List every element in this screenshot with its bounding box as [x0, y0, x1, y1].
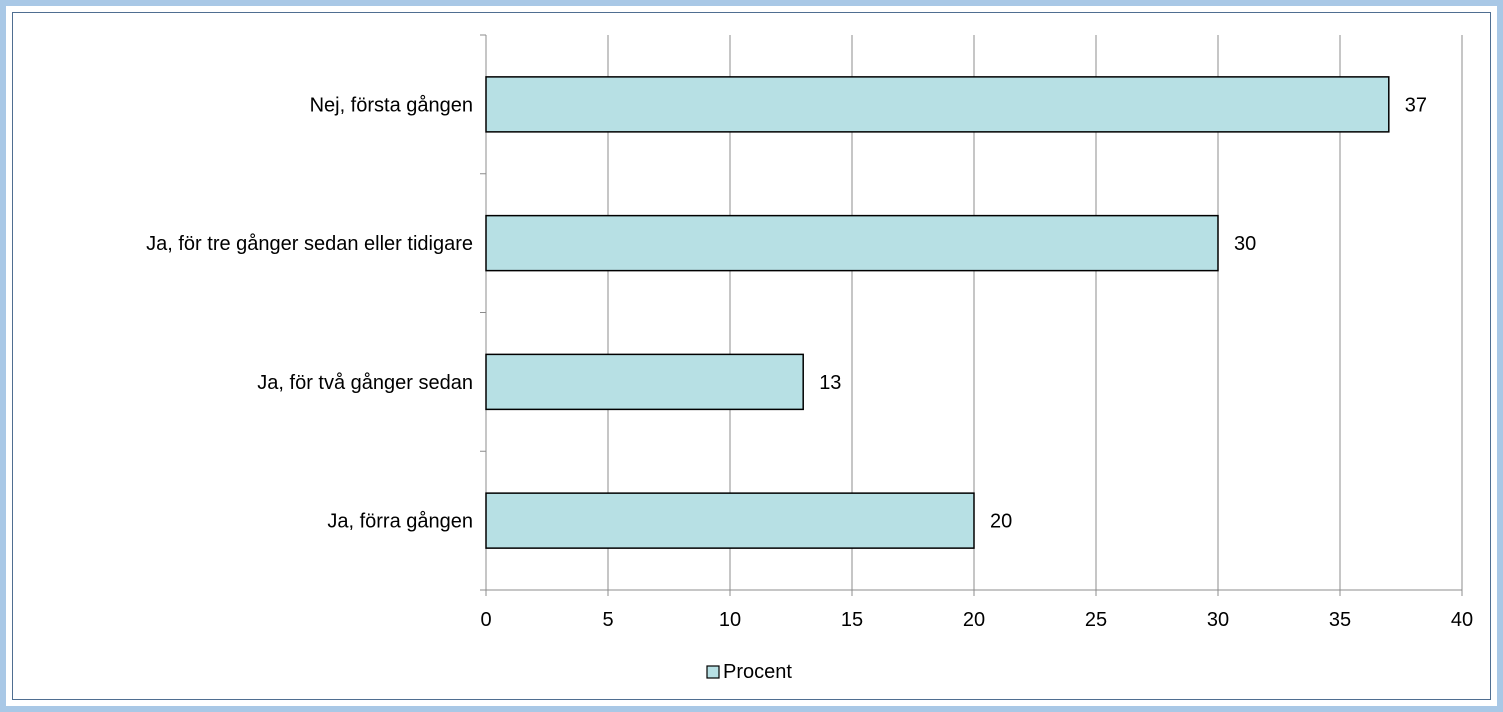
x-tick-label: 15: [841, 609, 863, 631]
category-label: Ja, för två gånger sedan: [257, 372, 473, 394]
x-tick-label: 0: [480, 609, 491, 631]
category-label: Ja, förra gången: [327, 511, 473, 533]
x-tick-label: 10: [719, 609, 741, 631]
x-tick-label: 30: [1207, 609, 1229, 631]
x-tick-label: 25: [1085, 609, 1107, 631]
data-label: 37: [1405, 94, 1427, 116]
chart-inner-border: [12, 12, 1491, 700]
data-label: 13: [819, 372, 841, 394]
data-label: 20: [990, 511, 1012, 533]
x-tick-label: 20: [963, 609, 985, 631]
data-label: 30: [1234, 233, 1256, 255]
x-tick-label: 40: [1451, 609, 1473, 631]
legend-swatch: [706, 665, 720, 679]
bar: [485, 76, 1390, 133]
category-label: Ja, för tre gånger sedan eller tidigare: [146, 233, 473, 255]
bar: [485, 353, 804, 411]
bar: [485, 214, 1219, 272]
category-label: Nej, första gången: [310, 94, 473, 116]
bar: [485, 492, 975, 549]
x-tick-label: 35: [1329, 609, 1351, 631]
legend-label: Procent: [723, 661, 792, 683]
x-tick-label: 5: [602, 609, 613, 631]
